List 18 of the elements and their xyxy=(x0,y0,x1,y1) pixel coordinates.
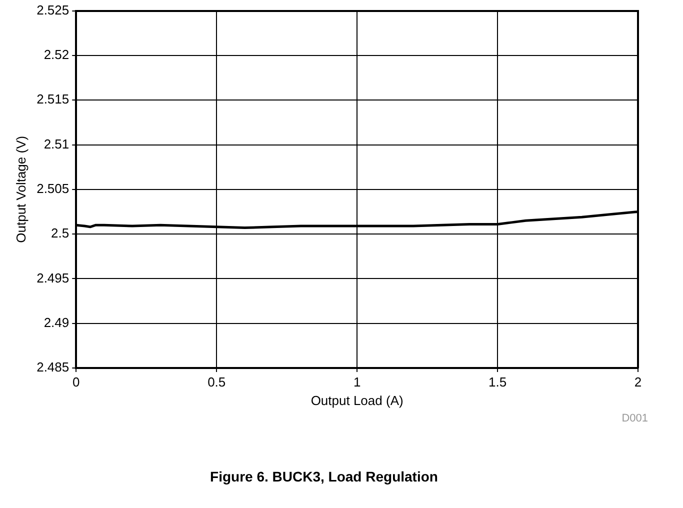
y-tick-label: 2.495 xyxy=(36,270,70,286)
y-axis-title: Output Voltage (V) xyxy=(13,136,28,243)
y-tick-label: 2.49 xyxy=(44,314,70,330)
x-tick-label: 0 xyxy=(72,374,80,390)
y-tick-label: 2.515 xyxy=(36,92,70,107)
text: D001 xyxy=(622,412,648,425)
x-tick-label: 0.5 xyxy=(208,374,226,390)
text: Figure 6. BUCK3, Load Regulation xyxy=(210,468,438,484)
y-tick-label: 2.485 xyxy=(36,360,70,375)
y-tick-label: 2.51 xyxy=(44,136,70,152)
y-tick-label: 2.505 xyxy=(36,180,70,196)
x-axis-title: Output Load (A) xyxy=(310,392,404,408)
x-tick-label: 1 xyxy=(353,374,361,390)
x-tick-label: 1.5 xyxy=(488,374,507,390)
y-tick-label: 2.52 xyxy=(44,47,70,62)
x-tick-label: 2 xyxy=(634,374,642,390)
y-tick-label: 2.525 xyxy=(36,2,70,18)
y-tick-label: 2.5 xyxy=(51,226,70,241)
